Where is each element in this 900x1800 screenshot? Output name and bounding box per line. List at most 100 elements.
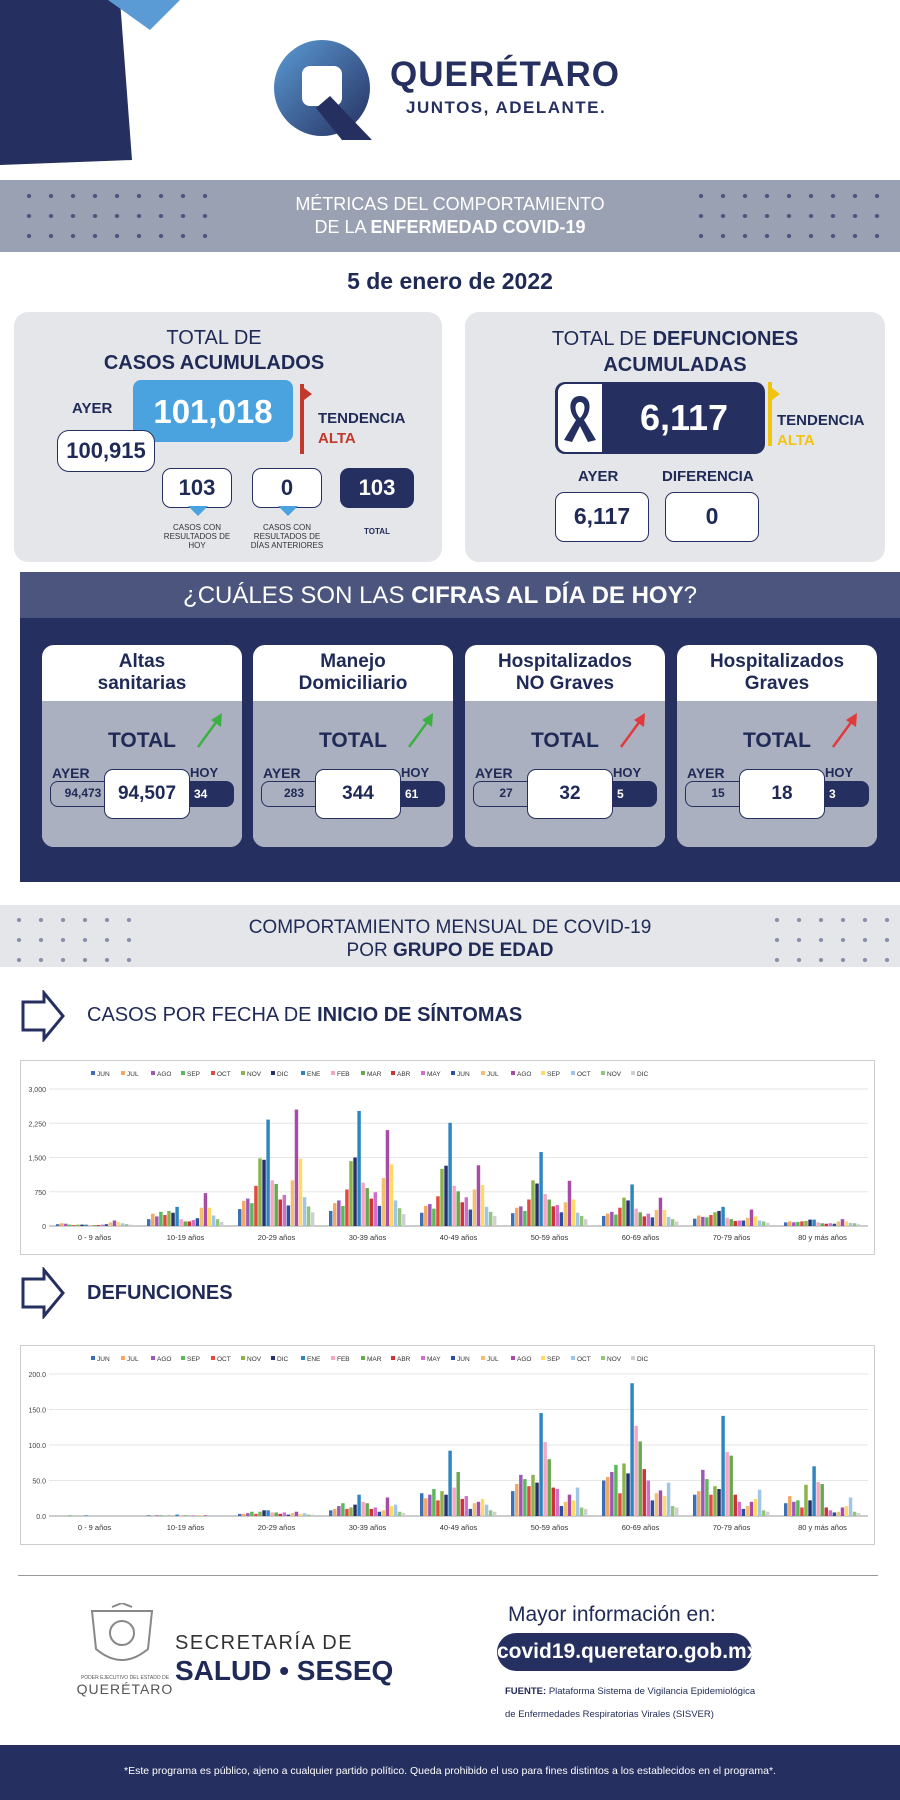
header-decoration xyxy=(0,0,180,165)
bar xyxy=(527,1199,531,1226)
legend-label: ENE xyxy=(307,1356,321,1363)
x-tick-label: 60-69 años xyxy=(622,1233,660,1242)
bar xyxy=(159,1515,163,1516)
casos-trend-flag-icon xyxy=(304,388,312,400)
bar xyxy=(820,1223,824,1226)
hoy-card-title: Altas sanitarias xyxy=(42,645,242,701)
x-tick-label: 30-39 años xyxy=(349,1523,387,1532)
casos-ayer-value: 100,915 xyxy=(57,430,155,472)
bar xyxy=(571,1500,576,1516)
bar xyxy=(397,1511,402,1516)
hoy-title: ¿CUÁLES SON LAS CIFRAS AL DÍA DE HOY? xyxy=(20,582,860,610)
legend-swatch xyxy=(541,1071,545,1075)
legend-label: ABR xyxy=(397,1071,411,1078)
bar xyxy=(361,1501,365,1516)
section1-title-b: INICIO DE SÍNTOMAS xyxy=(317,1004,523,1026)
bar xyxy=(452,1487,456,1516)
bar xyxy=(349,1161,353,1226)
legend-label: DIC xyxy=(277,1071,289,1078)
hoy-card-title1: Hospitalizados xyxy=(709,651,845,672)
bar xyxy=(377,1511,382,1516)
bar xyxy=(306,1206,311,1226)
legend-swatch xyxy=(421,1071,425,1075)
bar xyxy=(401,1214,406,1226)
metrics-banner-title: MÉTRICAS DEL COMPORTAMIENTO DE LA ENFERM… xyxy=(240,193,660,239)
hoy-card-title2: Graves xyxy=(744,673,810,694)
bar xyxy=(828,1510,833,1516)
bar xyxy=(345,1508,349,1516)
bar xyxy=(80,1224,84,1226)
bar xyxy=(642,1469,646,1516)
bar xyxy=(211,1215,216,1226)
legend-label: MAY xyxy=(427,1356,441,1363)
legend-label: AGO xyxy=(517,1356,531,1363)
bar xyxy=(432,1489,436,1516)
hoy-card-total-value: 94,507 xyxy=(104,769,190,819)
legend-swatch xyxy=(241,1071,245,1075)
legend-label: NOV xyxy=(607,1356,622,1363)
bar xyxy=(270,1180,274,1226)
bar xyxy=(765,1222,770,1226)
bar xyxy=(104,1224,109,1226)
bar xyxy=(294,1109,299,1226)
hoy-card-title: Hospitalizados NO Graves xyxy=(465,645,665,701)
y-tick-label: 3,000 xyxy=(28,1087,46,1094)
bar xyxy=(753,1498,758,1516)
bar xyxy=(654,1210,659,1226)
legend-label: DIC xyxy=(637,1356,649,1363)
bar xyxy=(428,1204,432,1226)
legend-swatch xyxy=(271,1071,275,1075)
bar xyxy=(852,1223,857,1226)
bar xyxy=(480,1498,485,1516)
bar xyxy=(468,1508,473,1516)
bar xyxy=(840,1219,845,1226)
bar xyxy=(543,1442,547,1516)
banner-dots-right xyxy=(690,186,890,248)
legend-swatch xyxy=(511,1356,515,1360)
bar xyxy=(519,1474,523,1516)
bar xyxy=(824,1507,828,1516)
bar xyxy=(203,1193,208,1226)
bar xyxy=(745,1217,750,1226)
y-tick-label: 0.0 xyxy=(36,1514,46,1521)
bar xyxy=(238,1209,242,1226)
bar xyxy=(286,1205,291,1226)
bar xyxy=(492,1511,497,1516)
bar xyxy=(824,1223,828,1226)
legend-swatch xyxy=(481,1071,485,1075)
bar xyxy=(211,1515,216,1516)
arrow-right-icon xyxy=(20,1265,66,1324)
legend-label: AGO xyxy=(517,1071,531,1078)
bar xyxy=(626,1200,630,1226)
bar xyxy=(68,1224,72,1226)
bar xyxy=(788,1221,792,1226)
casos-prev-caption: CASOS CON RESULTADOS DE DÍAS ANTERIORES xyxy=(250,523,324,550)
bar xyxy=(183,1515,187,1516)
bar xyxy=(721,1415,725,1516)
bar xyxy=(337,1200,341,1226)
info-url-link[interactable]: covid19.queretaro.gob.mx xyxy=(497,1633,758,1671)
bar xyxy=(476,1501,481,1516)
bar xyxy=(108,1222,113,1226)
legend-swatch xyxy=(511,1071,515,1075)
x-tick-label: 0 - 9 años xyxy=(78,1233,112,1242)
bar xyxy=(602,1480,606,1516)
bar xyxy=(820,1484,824,1516)
defunciones-title2: ACUMULADAS xyxy=(603,354,747,376)
bar xyxy=(492,1215,497,1226)
bar xyxy=(464,1496,469,1516)
bar xyxy=(610,1471,614,1516)
x-tick-label: 20-29 años xyxy=(258,1233,296,1242)
hoy-card-title1: Altas xyxy=(118,651,166,672)
bar xyxy=(191,1515,196,1516)
fuente-label: FUENTE: xyxy=(505,1686,547,1697)
bar xyxy=(563,1202,568,1226)
age-banner-dots-right xyxy=(766,910,896,962)
bar xyxy=(654,1493,659,1516)
bar xyxy=(674,1221,679,1226)
bar xyxy=(563,1501,568,1516)
legend-swatch xyxy=(481,1356,485,1360)
casos-tendencia-value: ALTA xyxy=(318,430,356,447)
bar xyxy=(448,1122,452,1226)
legend-swatch xyxy=(211,1356,215,1360)
